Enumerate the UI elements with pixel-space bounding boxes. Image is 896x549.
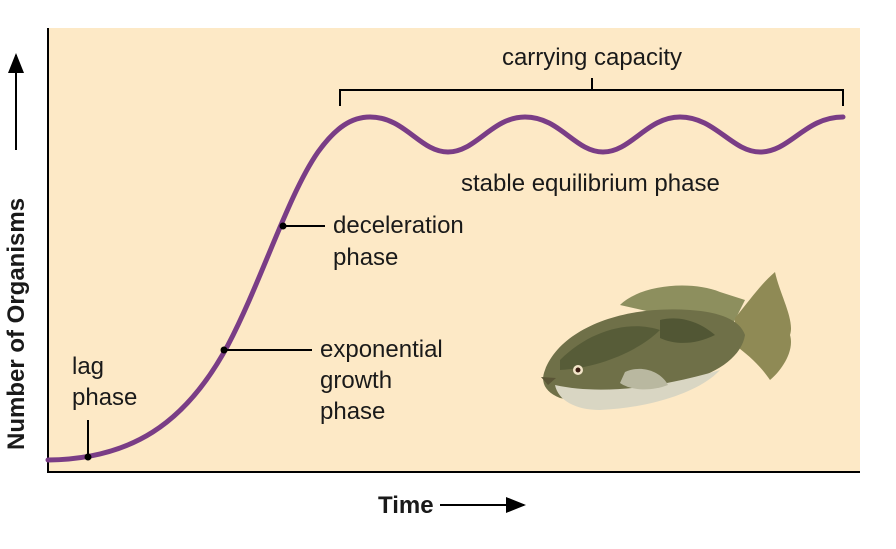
lag-label: lag (72, 353, 104, 380)
x-axis-title: Time (378, 492, 434, 519)
deceleration-label: phase (333, 244, 398, 271)
deceleration-label: deceleration (333, 212, 464, 239)
plot-area (48, 28, 860, 472)
leader-dot (279, 222, 287, 230)
growth-curve (45, 114, 846, 463)
exponential-label: growth (320, 367, 392, 394)
y-axis-title: Number of Organisms (3, 198, 30, 450)
leader-dot (220, 346, 228, 354)
stable-label: stable equilibrium phase (461, 170, 720, 197)
fish-illustration (541, 272, 792, 410)
bracket (339, 78, 844, 106)
carrying-capacity-label: carrying capacity (502, 44, 682, 71)
exponential-label: phase (320, 398, 385, 425)
exponential-label: exponential (320, 336, 443, 363)
lag-label: phase (72, 384, 137, 411)
leader-dot (84, 453, 92, 461)
